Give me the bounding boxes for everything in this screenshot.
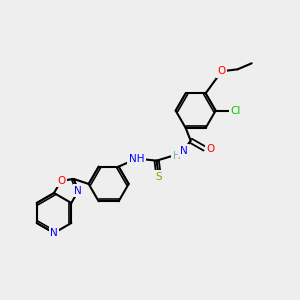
Text: N: N <box>74 186 82 196</box>
Text: NH: NH <box>129 154 144 164</box>
Text: H: H <box>173 151 181 160</box>
Text: Cl: Cl <box>230 106 241 116</box>
Text: O: O <box>57 176 65 186</box>
Text: N: N <box>50 228 58 238</box>
Text: N: N <box>180 146 188 156</box>
Text: O: O <box>218 66 226 76</box>
Text: O: O <box>206 144 215 154</box>
Text: S: S <box>155 172 162 182</box>
